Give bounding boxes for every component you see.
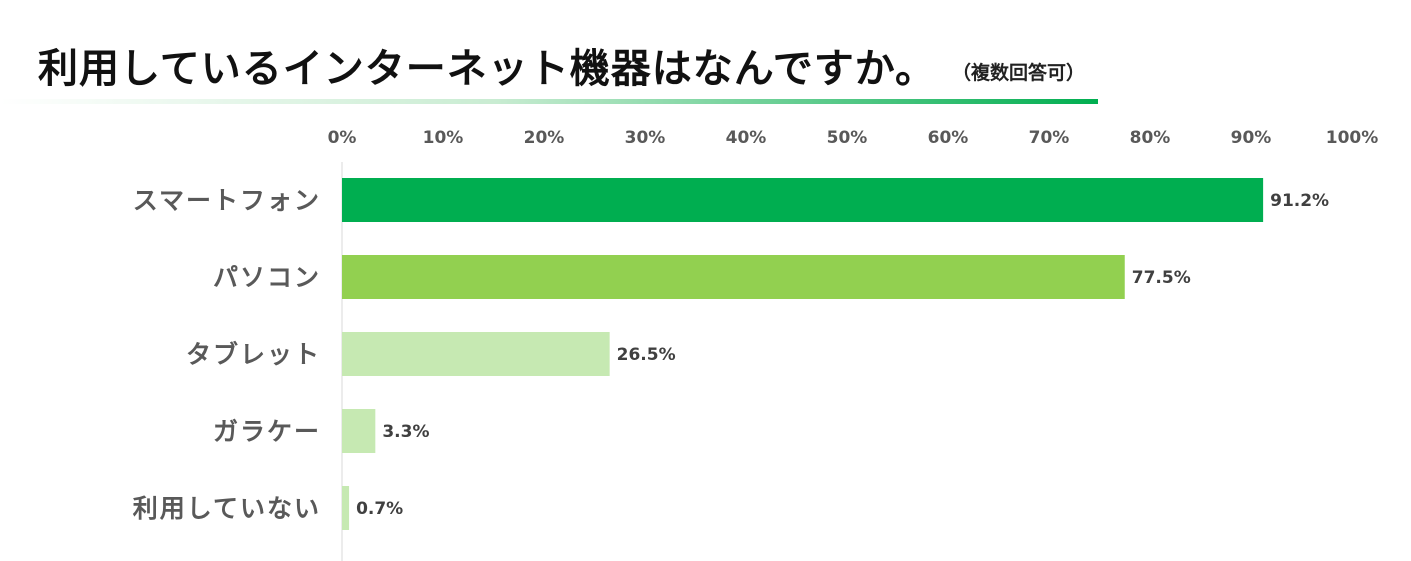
bar (342, 409, 376, 453)
chart-subtitle: （複数回答可） (952, 62, 1086, 84)
x-tick-label: 60% (928, 128, 969, 148)
x-tick-label: 10% (423, 128, 464, 148)
value-label: 0.7% (356, 499, 403, 519)
title-underline (0, 99, 1098, 104)
bars (342, 178, 1264, 530)
bar (342, 486, 350, 530)
x-axis-ticks: 0% 10% 20% 30% 40% 50% 60% 70% 80% 90% 100% (328, 128, 1379, 148)
category-label: パソコン (213, 263, 321, 292)
x-tick-label: 80% (1130, 128, 1171, 148)
bar (342, 255, 1125, 299)
category-label: 利用していない (133, 494, 321, 523)
value-label: 77.5% (1132, 268, 1191, 288)
x-tick-label: 50% (827, 128, 868, 148)
x-tick-label: 0% (328, 128, 357, 148)
bar (342, 332, 610, 376)
bar (342, 178, 1264, 222)
x-tick-label: 90% (1231, 128, 1272, 148)
x-tick-label: 100% (1326, 128, 1379, 148)
category-label: タブレット (186, 340, 321, 369)
x-tick-label: 30% (625, 128, 666, 148)
value-label: 3.3% (382, 422, 429, 442)
value-label: 26.5% (617, 345, 676, 365)
x-tick-label: 20% (524, 128, 565, 148)
x-tick-label: 70% (1029, 128, 1070, 148)
chart-title: 利用しているインターネット機器はなんですか。 (38, 46, 936, 92)
value-labels: 91.2% 77.5% 26.5% 3.3% 0.7% (356, 191, 1329, 519)
category-label: スマートフォン (133, 186, 321, 215)
x-tick-label: 40% (726, 128, 767, 148)
value-label: 91.2% (1270, 191, 1329, 211)
category-label: ガラケー (213, 417, 321, 446)
